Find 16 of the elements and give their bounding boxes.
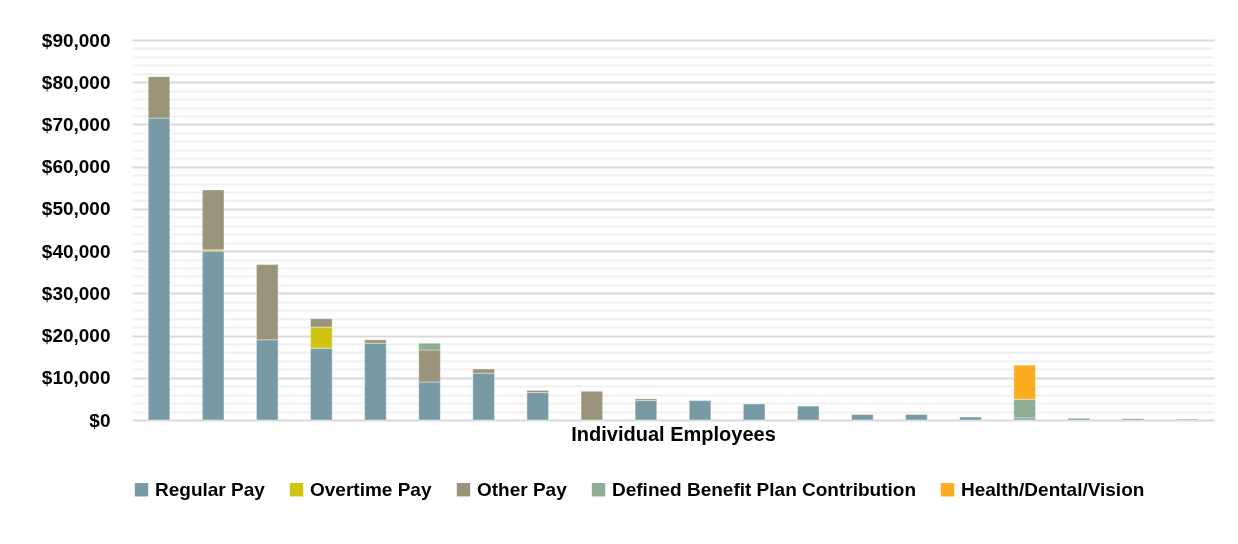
y-tick-label: $0	[89, 409, 111, 431]
legend-label: Regular Pay	[155, 478, 266, 500]
y-tick-label: $70,000	[41, 113, 111, 135]
y-tick-label: $80,000	[41, 71, 111, 93]
legend-label: Overtime Pay	[310, 478, 432, 500]
y-tick-label: $90,000	[41, 29, 111, 51]
legend-label: Other Pay	[477, 478, 568, 500]
y-tick-label: $20,000	[41, 325, 111, 347]
y-tick-label: $10,000	[41, 367, 111, 389]
legend-label: Defined Benefit Plan Contribution	[612, 478, 916, 500]
y-tick-label: $50,000	[41, 198, 111, 220]
x-axis-title: Individual Employees	[571, 422, 776, 445]
y-tick-label: $30,000	[41, 282, 111, 304]
legend-label: Health/Dental/Vision	[961, 478, 1145, 500]
y-tick-label: $40,000	[41, 240, 111, 262]
y-tick-label: $60,000	[41, 156, 111, 178]
